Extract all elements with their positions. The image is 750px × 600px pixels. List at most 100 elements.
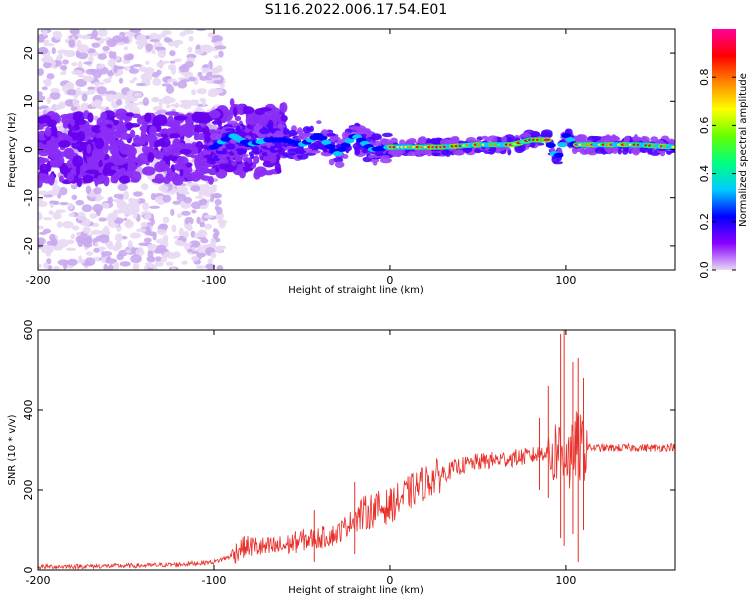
spectrogram-cell [103,175,110,187]
spectrogram-cell [595,147,606,154]
spectrogram-cell [140,72,153,82]
x-tick-label: -200 [26,274,51,287]
spectrogram-cell [124,66,130,71]
spectrogram-cell [49,91,61,100]
spectrogram-cell [145,43,154,52]
spectrogram-cell [121,95,128,100]
spectrogram-cell [132,137,143,142]
spectrogram-cell [42,29,48,36]
spectrogram-cell [105,258,117,264]
spectrogram-cell [169,133,181,139]
spectrogram-cell [118,175,130,184]
x-tick-label: 0 [386,274,393,287]
spectrogram-cell [81,93,88,102]
spectrogram-cell [56,221,63,228]
spectrogram-cell [579,148,590,155]
spectrogram-cell [128,161,137,173]
spectrogram-cell [110,165,119,171]
spectrogram-cell [136,116,146,125]
spectrogram-cell [74,118,87,125]
spectrogram-cell [38,157,50,164]
spectrogram-cell [204,131,212,144]
spectrogram-cell [189,100,200,106]
spectrogram-cell [93,187,102,195]
spectrogram-cell [231,160,237,166]
spectrogram-cell [496,146,502,153]
spectrogram-cell [86,156,99,165]
spectrogram-cell [140,183,149,190]
spectrogram-cell [77,52,89,60]
spectrogram-cell [261,152,268,157]
spectrogram-cell [87,112,94,123]
spectrogram-cell [70,233,76,240]
spectrogram-cell [101,250,113,257]
spectrogram-cell [49,200,60,204]
spectrogram-cell [216,265,224,270]
spectrogram-cell [647,148,653,155]
spectrogram-cell [147,243,158,250]
spectrogram-cell [492,136,498,143]
spectrogram-cell [551,156,560,164]
spectrogram-cell [69,29,80,35]
spectrogram-cell [218,163,231,170]
spectrogram-cell [136,228,147,233]
spectrogram-cell [58,140,71,148]
spectrogram-cell [172,174,184,186]
spectrogram-cell [229,98,235,107]
spectrogram-cell [211,88,224,94]
spectrogram-cell [57,238,69,248]
snr-x-ticks: -200 -100 0 100 [26,330,576,587]
spectrogram-cell [374,151,384,157]
spectrogram-cell [360,133,367,138]
spectrogram-cell [146,255,156,263]
spectrogram-cell [125,97,131,105]
spectrogram-cell [639,146,649,153]
spectrogram-cell [188,35,194,42]
spectrogram-cell [362,156,372,163]
spectrogram-cell [129,232,142,239]
spectrogram-cell [160,254,168,263]
spectrogram-cell [197,132,206,141]
spectrogram-cell [654,139,664,144]
spectrogram-cell [194,48,205,55]
spectrogram-cell [119,117,124,128]
spectrogram-cell [38,106,45,110]
spectrogram-cell [177,80,188,89]
spectrogram-cell [38,91,43,96]
spectrogram-cell [75,199,85,206]
spectrogram-cell [317,135,328,141]
spectrogram-cell [94,137,105,150]
spectrogram-cell [125,218,132,226]
spectrogram-cell [58,187,68,196]
spectrogram-cell [61,84,68,93]
spectrogram-cell [117,203,126,208]
spectrogram-cell [90,229,103,235]
spectrogram-cell [199,75,209,81]
spectrogram-cell [43,194,54,198]
spectrogram-cell [332,150,343,157]
spectrogram-cell [157,201,164,206]
spectrogram-cell [163,165,170,172]
spectrogram-cell [180,79,190,83]
colorbar-tick-label: 0.8 [698,68,711,86]
spectrogram-cell [53,265,60,270]
spectrogram-cell [417,136,427,145]
colorbar-gradient [712,29,736,270]
spectrogram-cell [38,225,45,230]
spectrogram-cell [565,137,576,143]
spectrogram-cell [194,232,200,239]
spectrogram-cell [195,195,204,199]
spectrogram-cell [100,111,108,122]
spectrogram-cell [234,155,243,162]
spectrogram-cell [202,45,214,54]
spectrogram-cell [72,98,79,107]
spectrogram-cell [280,115,288,122]
spectrogram-cell [115,71,124,75]
spectrogram-cell [84,257,96,266]
spectrogram-cell [214,198,222,206]
spectrogram-cell [107,59,116,67]
spectrogram-cell [41,86,48,91]
spectrogram-cell [236,163,244,175]
spectrogram-cell [75,235,84,243]
